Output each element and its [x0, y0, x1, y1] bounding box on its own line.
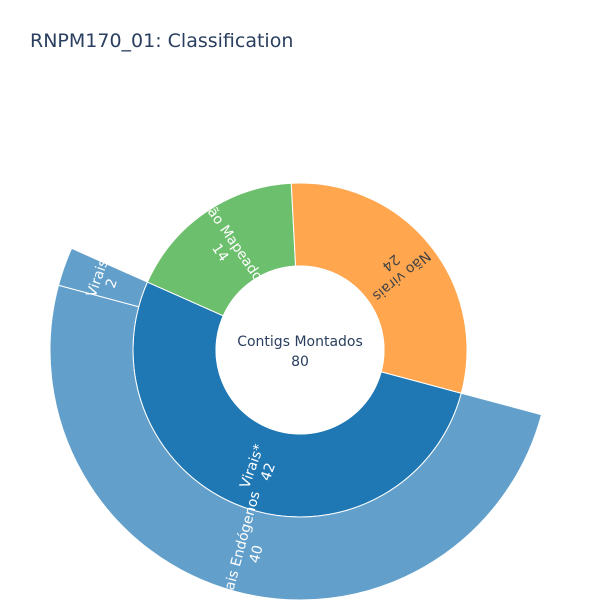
segment-value-virais-endogenos: 40	[247, 544, 267, 565]
chart-title: RNPM170_01: Classification	[30, 30, 294, 52]
segment-virais-endogenos[interactable]	[49, 284, 543, 600]
center-label: Contigs Montados	[237, 334, 363, 350]
segment-value-virais: 42	[258, 461, 279, 483]
center-value: 80	[291, 354, 309, 370]
center-node[interactable]	[215, 265, 385, 435]
